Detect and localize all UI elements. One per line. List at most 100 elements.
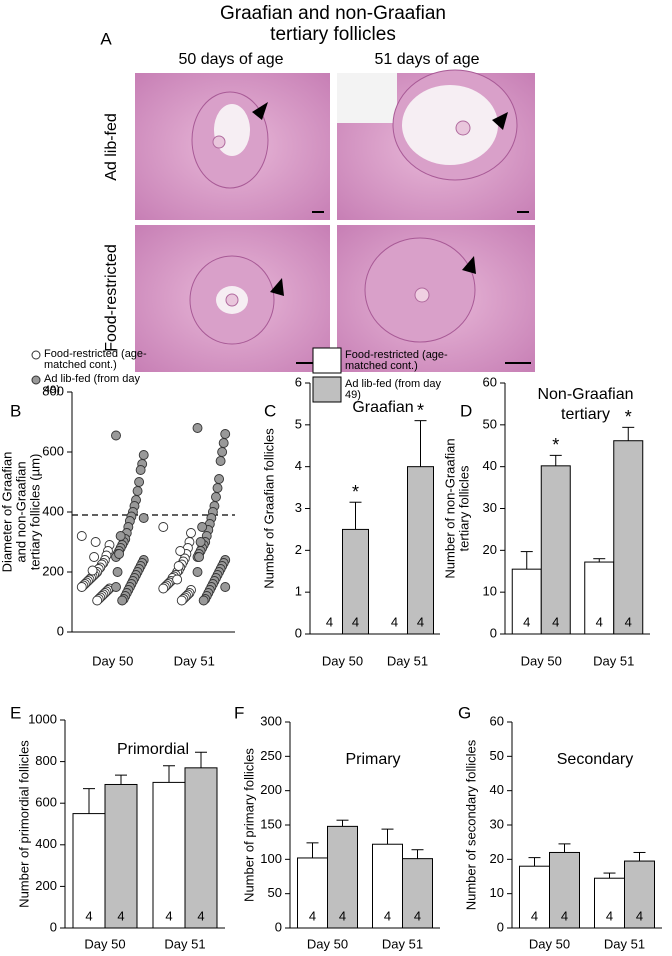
y-tick-label: 150 — [260, 816, 282, 831]
panel-letter: F — [234, 703, 244, 722]
panel-letter: C — [264, 401, 276, 420]
point — [138, 513, 149, 523]
count-label: 4 — [391, 614, 398, 629]
x-tick-label: Day 51 — [593, 653, 634, 668]
count-label: 4 — [523, 614, 530, 629]
count-label: 4 — [165, 908, 172, 923]
point — [175, 546, 186, 556]
count-label: 4 — [85, 908, 92, 923]
bar — [297, 857, 328, 929]
point — [212, 483, 223, 493]
bar — [519, 865, 550, 929]
legend-marker — [31, 375, 41, 385]
point — [158, 583, 169, 594]
y-tick-label: 20 — [483, 542, 497, 557]
y-axis-label: Number of primary follicles — [241, 748, 256, 902]
y-axis-label: tertiary follicles (µm) — [27, 454, 42, 571]
point — [89, 552, 100, 562]
point — [135, 465, 146, 475]
count-label: 4 — [117, 908, 124, 923]
bar — [613, 440, 644, 635]
y-tick-label: 200 — [35, 878, 57, 893]
y-tick-label: 400 — [42, 503, 64, 518]
count-label: 4 — [636, 908, 643, 923]
x-tick-label: Day 50 — [521, 653, 562, 668]
count-label: 4 — [326, 614, 333, 629]
bar — [407, 466, 434, 635]
count-label: 4 — [552, 614, 559, 629]
point — [211, 492, 221, 502]
bar — [152, 781, 186, 929]
y-tick-label: 50 — [490, 748, 504, 763]
bar — [342, 528, 369, 635]
y-tick-label: 300 — [260, 713, 282, 728]
point — [194, 552, 204, 562]
y-tick-label: 50 — [268, 885, 282, 900]
chart-title: Graafian — [352, 399, 413, 416]
y-tick-label: 0 — [490, 625, 497, 640]
panel-letter: A — [100, 29, 112, 48]
y-axis-label: Diameter of Graafian — [0, 452, 14, 573]
count-label: 4 — [414, 908, 421, 923]
point — [92, 595, 103, 606]
y-tick-label: 20 — [490, 851, 504, 866]
point — [112, 567, 123, 577]
point — [158, 522, 169, 532]
y-tick-label: 30 — [490, 816, 504, 831]
count-label: 4 — [531, 908, 538, 923]
count-label: 4 — [309, 908, 316, 923]
point — [76, 531, 87, 541]
y-tick-label: 200 — [260, 782, 282, 797]
bar — [549, 851, 580, 929]
y-axis-label: Number of secondary follicles — [463, 739, 478, 910]
y-tick-label: 1 — [295, 584, 302, 599]
point — [114, 549, 125, 559]
count-label: 4 — [625, 614, 632, 629]
y-tick-label: 800 — [35, 753, 57, 768]
chart-title: Primary — [345, 751, 400, 768]
panel-letter: G — [458, 703, 471, 722]
x-tick-label: Day 51 — [164, 936, 205, 951]
y-tick-label: 100 — [260, 851, 282, 866]
bar — [327, 825, 358, 929]
significance: * — [625, 407, 632, 427]
y-tick-label: 60 — [490, 713, 504, 728]
point — [197, 522, 208, 532]
x-tick-label: Day 50 — [322, 653, 363, 668]
row-label: Food-restricted — [103, 244, 120, 352]
point — [186, 528, 196, 538]
y-tick-label: 0 — [57, 623, 64, 638]
y-tick-label: 2 — [295, 542, 302, 557]
chart-title: Secondary — [557, 751, 634, 768]
point — [138, 450, 149, 460]
point — [134, 477, 145, 487]
y-tick-label: 800 — [42, 383, 64, 398]
bar — [540, 465, 571, 635]
point — [192, 567, 203, 577]
count-label: 4 — [417, 614, 424, 629]
point — [192, 423, 203, 433]
count-label: 4 — [339, 908, 346, 923]
bar — [72, 813, 106, 929]
legend-label: Food-restricted (age-matched cont.) — [345, 349, 448, 372]
point — [198, 595, 209, 606]
chart-title: Non-Graafian — [537, 386, 633, 403]
bar — [184, 767, 218, 929]
x-tick-label: Day 51 — [174, 653, 215, 668]
point — [195, 537, 206, 547]
x-tick-label: Day 51 — [382, 936, 423, 951]
y-tick-label: 3 — [295, 500, 302, 515]
bar — [104, 783, 138, 929]
point — [111, 430, 121, 441]
point — [220, 429, 231, 439]
legend-label: Ad lib-fed (from day 49) — [345, 378, 441, 401]
count-label: 4 — [352, 614, 359, 629]
y-axis-label: Number of Graafian follicles — [261, 428, 276, 589]
column-header: 50 days of age — [179, 51, 284, 68]
y-tick-label: 600 — [42, 443, 64, 458]
point — [132, 486, 143, 496]
y-tick-label: 250 — [260, 748, 282, 763]
point — [214, 474, 225, 484]
point — [76, 582, 87, 592]
